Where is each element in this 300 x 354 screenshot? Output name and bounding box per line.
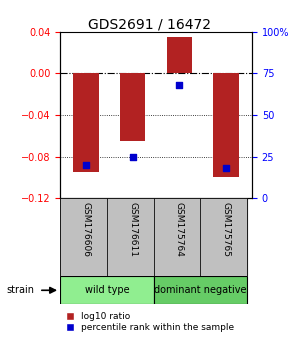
Bar — [73, 74, 99, 172]
Text: wild type: wild type — [85, 285, 129, 295]
Text: GDS2691 / 16472: GDS2691 / 16472 — [88, 18, 212, 32]
Text: dominant negative: dominant negative — [154, 285, 247, 295]
FancyBboxPatch shape — [60, 276, 154, 304]
Point — [224, 165, 229, 171]
Point — [83, 162, 88, 168]
FancyBboxPatch shape — [154, 276, 247, 304]
FancyBboxPatch shape — [107, 198, 154, 276]
Text: GSM176611: GSM176611 — [128, 202, 137, 257]
FancyBboxPatch shape — [200, 198, 247, 276]
FancyBboxPatch shape — [154, 198, 200, 276]
Bar — [213, 74, 239, 177]
FancyBboxPatch shape — [60, 198, 107, 276]
Point — [177, 82, 182, 88]
Text: strain: strain — [6, 285, 34, 295]
Bar — [120, 74, 146, 141]
Text: GSM176606: GSM176606 — [81, 202, 90, 257]
Bar — [167, 37, 192, 74]
Text: GSM175764: GSM175764 — [175, 202, 184, 257]
Legend: log10 ratio, percentile rank within the sample: log10 ratio, percentile rank within the … — [61, 313, 235, 332]
Point — [130, 154, 135, 160]
Text: GSM175765: GSM175765 — [222, 202, 231, 257]
